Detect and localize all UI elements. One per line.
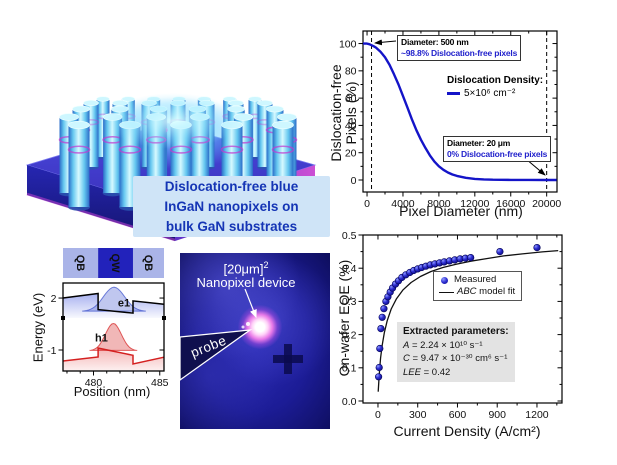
svg-text:480: 480 <box>85 377 103 389</box>
svg-text:0: 0 <box>364 198 370 210</box>
layer-bar-qb <box>132 248 164 278</box>
annotation-500nm: Diameter: 500 nm ~98.8% Dislocation-free… <box>397 35 522 61</box>
svg-text:0.2: 0.2 <box>342 329 357 341</box>
svg-text:600: 600 <box>449 409 467 421</box>
nanopixel-3d-illustration: Dislocation-free blue InGaN nanopixels o… <box>5 15 330 245</box>
illustration-caption: Dislocation-free blue InGaN nanopixels o… <box>133 176 330 237</box>
band-edge-line <box>62 347 165 365</box>
svg-text:485: 485 <box>151 377 169 389</box>
eqe-legend: Measured ABC model fit <box>433 271 523 301</box>
layer-bar-qb <box>63 248 99 278</box>
eqe-chart-ylabel: On-wafer EQE (%) <box>336 259 352 377</box>
svg-text:20: 20 <box>345 148 357 160</box>
caption-line: InGaN nanopixels on <box>164 199 299 214</box>
device-label: [20μm]2 Nanopixel device <box>196 260 296 291</box>
wavefunction-label: h1 <box>95 333 108 345</box>
dislocation-density-legend: Dislocation Density: 5×10⁶ cm⁻² <box>447 75 544 99</box>
eqe-chart-axes: 0 300 600 900 1200 0.0 0.1 0.2 0.3 0.4 0.5 <box>342 230 563 421</box>
svg-text:0.5: 0.5 <box>342 230 357 242</box>
svg-text:0: 0 <box>351 175 357 187</box>
plot-frame <box>62 282 165 372</box>
probe-reflection-dot <box>246 322 250 326</box>
band-shading <box>63 293 164 318</box>
plot-frame <box>362 234 563 404</box>
arrow-to-500nm <box>374 39 397 46</box>
microscope-overlay <box>180 288 303 381</box>
band-diagram-xlabel: Position (nm) <box>73 384 151 399</box>
svg-text:QB: QB <box>142 255 154 272</box>
svg-text:300: 300 <box>409 409 427 421</box>
wavefunction-label: e1 <box>118 297 130 309</box>
axis-break-marker <box>61 316 65 320</box>
band-diagram-ylabel: Energy (eV) <box>30 292 46 363</box>
emission-glow-front <box>78 81 268 161</box>
svg-text:QB: QB <box>74 255 86 272</box>
svg-text:2: 2 <box>51 293 57 305</box>
dislocation-curve <box>363 42 557 182</box>
band-diagram-plot: QB QW QB e1 2 h1 -1 480 485 <box>47 248 169 389</box>
svg-text:900: 900 <box>488 409 506 421</box>
svg-text:40: 40 <box>345 120 357 132</box>
caption-line: Dislocation-free blue <box>164 179 299 194</box>
wavefunction-h1 <box>89 322 138 351</box>
svg-text:4000: 4000 <box>391 198 415 210</box>
microscope-image: [20μm]2 Nanopixel device probe <box>180 253 330 429</box>
band-diagram-panel: QB QW QB e1 2 h1 -1 480 485 Energy (eV) Position… <box>15 240 177 410</box>
svg-text:60: 60 <box>345 93 357 105</box>
probe-needle <box>180 329 253 381</box>
measured-point-marker <box>441 276 448 284</box>
device-pointer-arrow <box>244 288 257 319</box>
eqe-chart-xlabel: Current Density (A/cm²) <box>393 423 541 439</box>
band-shading <box>63 348 164 371</box>
svg-text:80: 80 <box>345 66 357 78</box>
caption-line: bulk GaN substrates <box>165 219 298 234</box>
svg-text:16000: 16000 <box>496 198 525 210</box>
svg-text:100: 100 <box>339 38 357 50</box>
svg-text:20000: 20000 <box>532 198 561 210</box>
svg-text:QW: QW <box>109 254 121 274</box>
fit-line-marker <box>439 291 454 293</box>
svg-text:0: 0 <box>375 409 381 421</box>
svg-text:-1: -1 <box>47 345 56 357</box>
abc-model-fit-line <box>377 249 559 392</box>
probe-reflection-dot <box>241 325 245 329</box>
legend-line-marker <box>447 92 460 95</box>
layer-bar-qw <box>98 248 133 278</box>
svg-text:0.0: 0.0 <box>342 396 357 408</box>
annotation-20um: Diameter: 20 μm 0% Dislocation-free pixe… <box>443 136 552 162</box>
eqe-chart: 0 300 600 900 1200 0.0 0.1 0.2 0.3 0.4 0.5 On-wafe… <box>330 228 617 465</box>
dislocation-free-pixels-chart: 0 4000 8000 12000 16000 20000 0 20 40 60 80 100 Dis… <box>328 10 617 225</box>
svg-text:1200: 1200 <box>525 409 549 421</box>
dislocation-chart-plot: 0 4000 8000 12000 16000 20000 0 20 40 60 80 100 <box>339 30 561 210</box>
dislocation-chart-ylabel: Dislocation-free Pixels (%) <box>328 64 359 162</box>
extracted-parameters-box: Extracted parameters: A = 2.24 × 10¹⁰ s⁻… <box>397 322 515 382</box>
measured-points <box>374 244 541 381</box>
alignment-cross-vbar <box>284 344 292 374</box>
eqe-chart-plot: 0 300 600 900 1200 0.0 0.1 0.2 0.3 0.4 0.5 <box>342 230 563 421</box>
svg-text:0.4: 0.4 <box>342 263 357 275</box>
svg-text:8000: 8000 <box>427 198 451 210</box>
dislocation-chart-xlabel: Pixel Diameter (nm) <box>399 203 523 219</box>
axis-break-marker <box>162 316 166 320</box>
emission-spot <box>238 305 282 349</box>
band-edge-line <box>62 292 165 314</box>
svg-text:0.1: 0.1 <box>342 363 357 375</box>
svg-text:0.3: 0.3 <box>342 296 357 308</box>
svg-text:12000: 12000 <box>460 198 489 210</box>
